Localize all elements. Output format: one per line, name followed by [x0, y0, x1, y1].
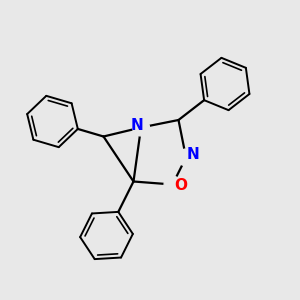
- Text: N: N: [186, 147, 199, 162]
- Circle shape: [164, 176, 181, 193]
- Text: O: O: [174, 178, 188, 193]
- Text: N: N: [131, 118, 144, 133]
- Circle shape: [133, 119, 149, 136]
- Circle shape: [178, 149, 194, 166]
